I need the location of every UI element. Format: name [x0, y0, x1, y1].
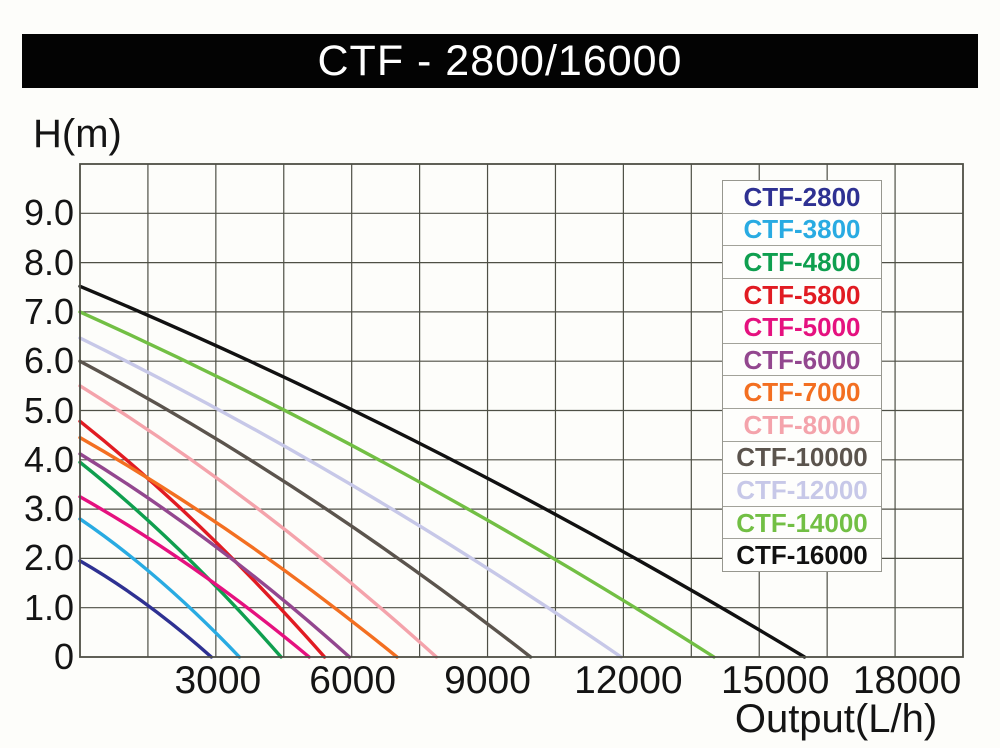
x-tick-15000: 15000	[720, 659, 830, 702]
title-bar: CTF - 2800/16000	[22, 34, 978, 88]
legend-item-CTF-14000: CTF-14000	[723, 507, 881, 540]
x-tick-9000: 9000	[444, 659, 531, 702]
y-tick-7.0: 7.0	[23, 290, 74, 332]
legend-item-CTF-16000: CTF-16000	[723, 539, 881, 571]
legend-label: CTF-6000	[743, 344, 861, 375]
y-tick-0: 0	[53, 636, 74, 677]
curve-CTF-6000	[78, 452, 352, 659]
curve-CTF-14000	[78, 310, 716, 659]
plot-frame	[79, 163, 964, 658]
y-tick-6.0: 6.0	[23, 340, 74, 382]
curve-CTF-16000	[78, 284, 807, 659]
y-tick-1.0: 1.0	[23, 586, 74, 628]
y-tick-4.0: 4.0	[23, 438, 74, 480]
legend-label: CTF-10000	[736, 442, 868, 473]
curve-CTF-5000	[78, 495, 311, 659]
curve-CTF-10000	[78, 359, 533, 659]
y-axis-label: H(m)	[33, 112, 122, 156]
curves	[78, 284, 807, 659]
curve-CTF-2800	[78, 559, 214, 659]
legend-item-CTF-2800: CTF-2800	[723, 181, 881, 214]
legend-label: CTF-12000	[736, 474, 868, 505]
legend-label: CTF-2800	[743, 181, 861, 212]
legend-label: CTF-8000	[743, 409, 861, 440]
legend-item-CTF-8000: CTF-8000	[723, 409, 881, 442]
legend-item-CTF-3800: CTF-3800	[723, 214, 881, 247]
x-axis-label: Output(L/h)	[734, 697, 938, 741]
legend-item-CTF-12000: CTF-12000	[723, 474, 881, 507]
legend-label: CTF-5800	[743, 279, 861, 310]
legend-label: CTF-14000	[736, 507, 868, 538]
curve-CTF-8000	[78, 384, 439, 659]
y-tick-5.0: 5.0	[23, 389, 74, 431]
y-tick-2.0: 2.0	[23, 537, 74, 579]
y-tick-3.0: 3.0	[23, 488, 74, 530]
legend-item-CTF-5000: CTF-5000	[723, 311, 881, 344]
x-tick-18000: 18000	[852, 659, 962, 702]
legend-item-CTF-6000: CTF-6000	[723, 344, 881, 377]
y-tick-8.0: 8.0	[23, 241, 74, 283]
legend: CTF-2800 CTF-3800 CTF-4800 CTF-5800 CTF-5000…	[722, 180, 882, 572]
legend-label: CTF-7000	[743, 377, 861, 408]
legend-label: CTF-5000	[743, 312, 861, 343]
curve-CTF-3800	[78, 517, 242, 659]
x-tick-3000: 3000	[174, 659, 262, 702]
legend-label: CTF-3800	[743, 214, 861, 245]
legend-label: CTF-4800	[743, 246, 861, 277]
legend-item-CTF-7000: CTF-7000	[723, 376, 881, 410]
curve-CTF-4800	[78, 460, 283, 659]
legend-label: CTF-16000	[736, 540, 868, 571]
x-tick-6000: 6000	[309, 659, 397, 702]
legend-item-CTF-10000: CTF-10000	[723, 442, 881, 475]
curve-CTF-12000	[78, 336, 623, 659]
page-title: CTF - 2800/16000	[317, 37, 683, 85]
x-tick-12000: 12000	[574, 659, 683, 702]
y-tick-9.0: 9.0	[23, 192, 74, 234]
curve-CTF-5800	[78, 419, 327, 659]
legend-item-CTF-4800: CTF-4800	[723, 246, 881, 279]
curve-CTF-7000	[78, 435, 399, 659]
legend-item-CTF-5800: CTF-5800	[723, 279, 881, 312]
